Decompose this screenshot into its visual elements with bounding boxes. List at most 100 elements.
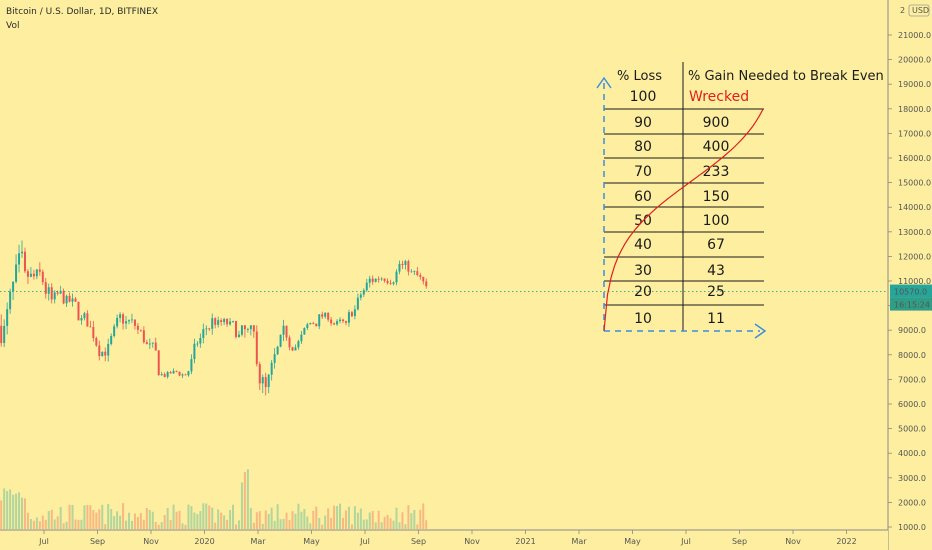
candle-body xyxy=(353,309,356,317)
candle-body xyxy=(53,292,56,300)
candle-body xyxy=(169,372,172,374)
volume-bar xyxy=(220,512,223,529)
candle-body xyxy=(246,329,249,330)
volume-bar xyxy=(145,507,148,529)
volume-bar xyxy=(342,517,345,529)
loss-gain-table: % Loss % Gain Needed to Break Even 100 Wrec… xyxy=(596,62,884,339)
volume-bar xyxy=(422,503,425,529)
candle-body xyxy=(142,330,145,343)
volume-bar xyxy=(279,519,282,529)
candle-body xyxy=(291,347,294,351)
volume-bar xyxy=(324,515,327,529)
volume-bar xyxy=(32,520,35,529)
candle-body xyxy=(196,343,199,345)
volume-legend[interactable]: Vol xyxy=(6,21,20,31)
volume-bar xyxy=(15,493,18,529)
volume-bar xyxy=(380,522,383,529)
candle-body xyxy=(139,329,142,331)
candle-body xyxy=(267,374,270,388)
table-loss-value: 10 xyxy=(634,311,652,327)
time-tick-label: 2020 xyxy=(194,537,214,546)
price-tick-label: 1000.0 xyxy=(898,523,926,532)
volume-bar xyxy=(336,505,339,529)
price-tick-label: 3000.0 xyxy=(898,474,926,483)
price-tick-label: 20000.0 xyxy=(898,56,931,65)
candle-body xyxy=(362,290,365,295)
price-tick-label: 8000.0 xyxy=(898,351,926,360)
candle-body xyxy=(347,312,350,323)
volume-bar xyxy=(3,488,6,529)
time-tick-label: Sep xyxy=(732,537,747,546)
volume-bar xyxy=(184,524,187,529)
table-header-loss: % Loss xyxy=(617,69,662,84)
volume-bar xyxy=(359,508,362,529)
candle-body xyxy=(395,271,398,283)
volume-bar xyxy=(0,500,3,529)
time-tick-label: Jul xyxy=(38,537,49,546)
candle-body xyxy=(154,342,157,351)
volume-bar xyxy=(285,512,288,529)
time-tick-label: Sep xyxy=(411,537,426,546)
volume-bar xyxy=(264,510,267,529)
candle-body xyxy=(333,323,336,325)
candle-body xyxy=(383,278,386,281)
candle-body xyxy=(306,324,309,329)
volume-bar xyxy=(50,509,53,529)
candle-body xyxy=(237,334,240,337)
x-arrow-head xyxy=(754,323,767,339)
current-price-marker xyxy=(890,284,932,298)
candle-body xyxy=(303,328,306,335)
volume-bar xyxy=(237,520,240,529)
y-arrow-head xyxy=(596,76,612,89)
volume-bar xyxy=(282,518,285,529)
candle-body xyxy=(392,282,395,284)
volume-bar xyxy=(330,518,333,529)
candle-body xyxy=(240,325,243,335)
time-tick-label: Jul xyxy=(359,537,370,546)
volume-bar xyxy=(86,504,89,529)
candle-body xyxy=(32,273,35,277)
volume-bar xyxy=(80,519,83,529)
candle-body xyxy=(83,313,86,319)
symbol-legend[interactable]: Bitcoin / U.S. Dollar, 1D, BITFINEX xyxy=(6,7,158,17)
volume-bar xyxy=(350,524,353,529)
volume-bar xyxy=(169,519,172,529)
candle-body xyxy=(425,281,428,287)
candle-body xyxy=(125,321,128,324)
volume-bar xyxy=(181,523,184,529)
volume-bar xyxy=(104,524,107,529)
table-gain-value: Wrecked xyxy=(689,89,749,105)
candle-body xyxy=(62,290,65,304)
table-gain-value: 43 xyxy=(707,263,725,279)
time-tick-label: Nov xyxy=(464,537,480,546)
candle-body xyxy=(315,323,318,327)
candle-body xyxy=(389,283,392,284)
candle-body xyxy=(15,264,18,282)
candle-body xyxy=(318,314,321,327)
volume-bar xyxy=(178,510,181,529)
price-tick-label: 4000.0 xyxy=(898,449,926,458)
volume-bar xyxy=(71,505,74,529)
candle-body xyxy=(199,337,202,344)
currency-badge: USD xyxy=(912,6,929,15)
volume-bar xyxy=(419,509,422,529)
candle-body xyxy=(270,362,273,375)
volume-bar xyxy=(41,515,44,529)
candle-body xyxy=(344,321,347,323)
volume-bar xyxy=(232,504,235,529)
candle-body xyxy=(59,290,62,294)
price-axis-top-label: 2 xyxy=(900,6,905,15)
candle-body xyxy=(404,261,407,266)
table-loss-value: 70 xyxy=(634,164,652,180)
candle-body xyxy=(98,345,101,357)
candle-body xyxy=(151,342,154,344)
countdown-marker xyxy=(890,297,932,311)
candle-body xyxy=(166,372,169,377)
volume-bar xyxy=(267,513,270,529)
candle-body xyxy=(113,326,116,337)
candle-body xyxy=(145,342,148,345)
volume-bar xyxy=(392,520,395,529)
table-loss-value: 60 xyxy=(634,189,652,205)
